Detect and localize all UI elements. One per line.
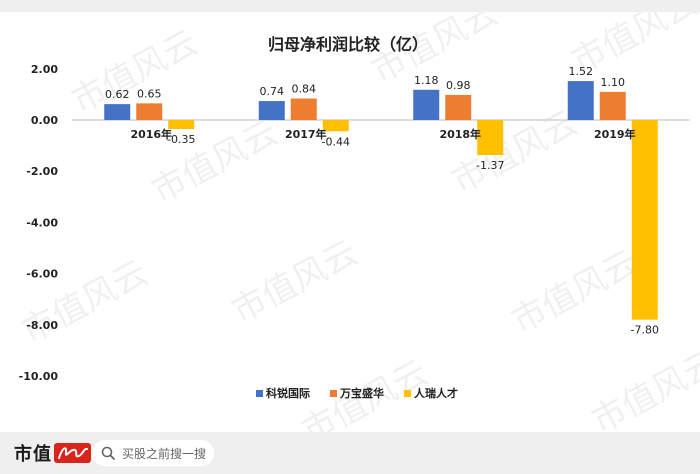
category-label: 2017年 (285, 127, 327, 141)
data-label: 1.10 (601, 76, 626, 89)
bar-2 (290, 98, 317, 120)
data-label: 1.18 (414, 74, 439, 87)
bar-3 (168, 120, 195, 129)
watermark-text: 市值风云 (505, 243, 644, 342)
data-label: -7.80 (631, 324, 659, 337)
bar-1 (104, 104, 131, 120)
watermark-text: 市值风云 (65, 23, 204, 122)
bar-3 (477, 120, 504, 156)
bar-1 (413, 89, 440, 120)
y-tick-label: -4.00 (26, 216, 58, 229)
footer-bar: 市值 买股之前搜一搜 (0, 432, 700, 474)
legend-swatch-3 (404, 390, 411, 397)
bar-3 (631, 120, 658, 320)
data-label: -1.37 (476, 159, 504, 172)
category-label: 2018年 (439, 127, 481, 141)
brand-text: 市值 (14, 444, 52, 465)
search-placeholder: 买股之前搜一搜 (122, 446, 207, 461)
y-tick-label: 0.00 (31, 114, 58, 127)
y-tick-label: -2.00 (26, 165, 58, 178)
watermark-text: 市值风云 (225, 233, 364, 332)
brand-red-logo-icon (54, 443, 91, 463)
bar-3 (322, 120, 349, 132)
data-label: 0.84 (292, 82, 317, 95)
legend-label-1: 科锐国际 (266, 386, 310, 400)
y-tick-label: -10.00 (19, 370, 59, 383)
bar-2 (599, 91, 626, 120)
data-label: -0.35 (167, 133, 195, 146)
category-label: 2019年 (594, 127, 636, 141)
bar-2 (136, 103, 163, 120)
legend-swatch-2 (330, 390, 337, 397)
y-tick-label: -6.00 (26, 268, 58, 281)
data-label: 0.65 (137, 87, 162, 100)
data-label: 0.62 (105, 88, 130, 101)
y-tick-label: 2.00 (31, 63, 58, 76)
search-icon (101, 446, 115, 460)
legend-swatch-1 (256, 390, 263, 397)
data-label: 1.52 (569, 65, 594, 78)
bar-2 (445, 94, 472, 120)
search-input[interactable]: 买股之前搜一搜 (92, 440, 214, 466)
brand-logo[interactable]: 市值 (14, 440, 92, 466)
data-label: -0.44 (322, 135, 350, 148)
bar-1 (258, 101, 285, 120)
data-label: 0.74 (260, 85, 285, 98)
legend-label-3: 人瑞人才 (414, 386, 458, 400)
watermark-text: 市值风云 (585, 343, 700, 432)
chart-title: 归母净利润比较（亿） (268, 35, 428, 54)
legend-label-2: 万宝盛华 (339, 386, 384, 400)
bar-1 (567, 81, 594, 120)
data-label: 0.98 (446, 79, 471, 92)
y-tick-label: -8.00 (26, 319, 58, 332)
chart-card: 市值风云 市值风云 市值风云 市值风云 市值风云 市值风云 市值风云 市值风云 市值风云 市值风云… (0, 12, 700, 432)
category-label: 2016年 (130, 127, 172, 141)
